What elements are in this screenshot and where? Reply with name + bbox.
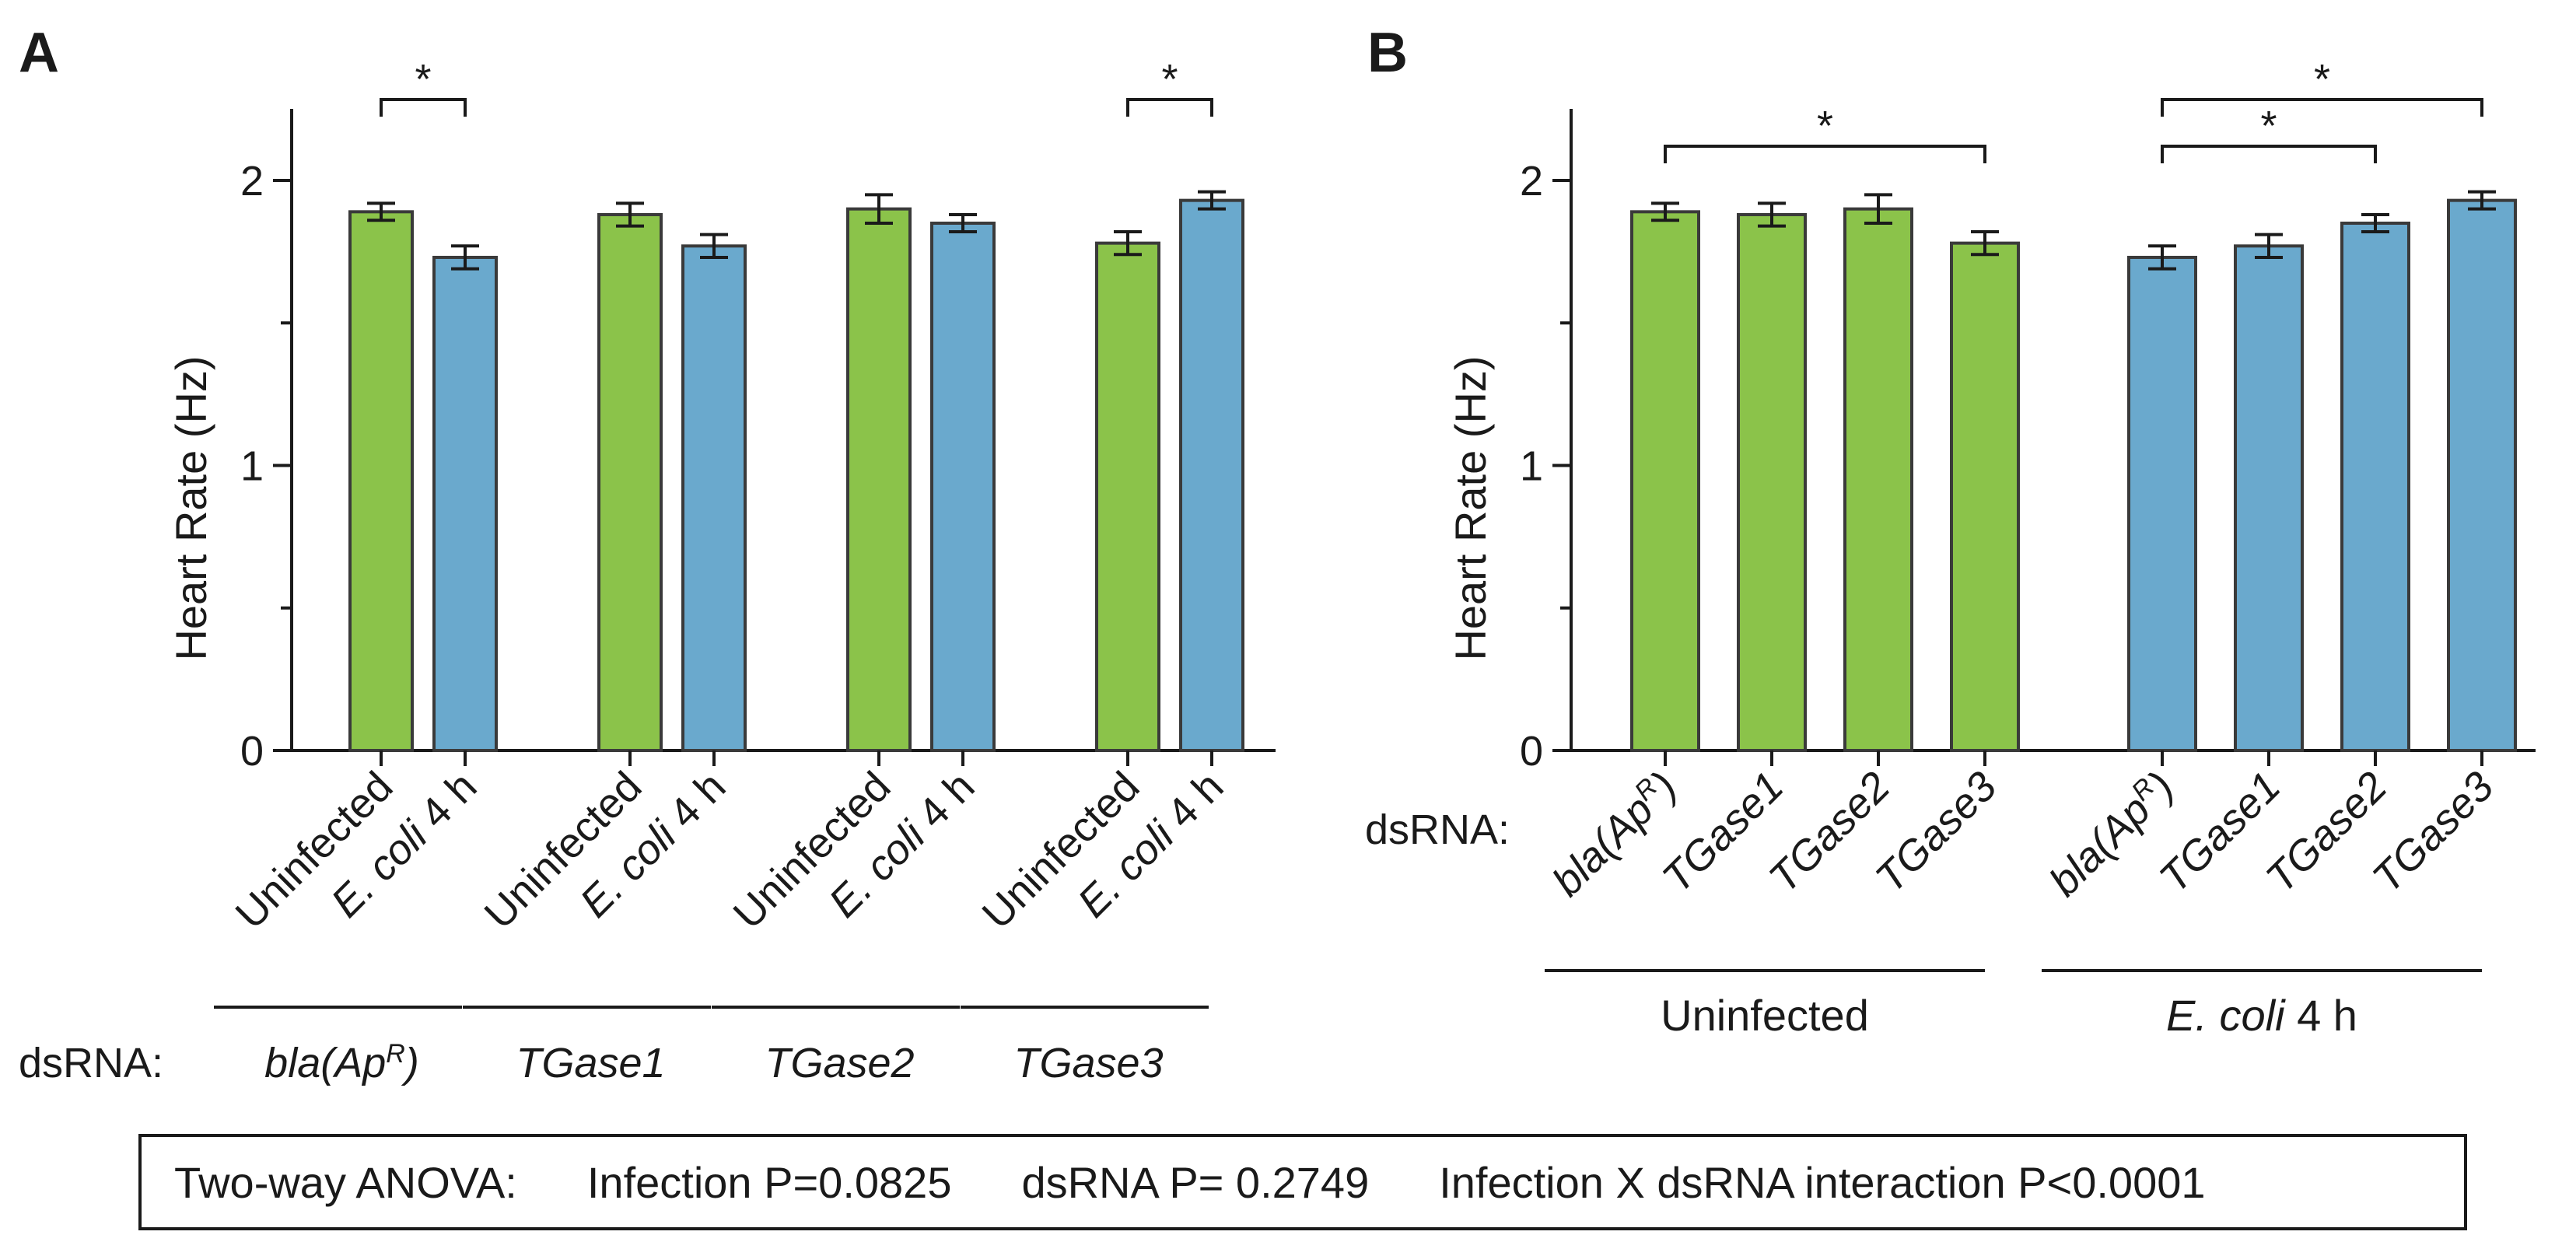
dsrna-group-label-text: TGase3: [1013, 1040, 1163, 1086]
dsrna-group-label-text: TGase1: [516, 1040, 665, 1086]
dsrna-group-label-text: bla(Ap: [264, 1040, 386, 1086]
dsrna-group-label: bla(ApR): [264, 1039, 419, 1086]
significance-star: *: [415, 56, 431, 103]
bar: [1843, 207, 1913, 752]
significance-bracket: [2161, 98, 2483, 117]
condition-group-label-text: Uninfected: [1661, 991, 1869, 1040]
y-tick-label: 2: [1520, 158, 1543, 205]
x-tick-label-text: TGase3: [1867, 763, 2005, 901]
panel-letter: B: [1367, 22, 1408, 84]
anova-interaction: Infection X dsRNA interaction P<0.0001: [1439, 1157, 2206, 1207]
bar: [846, 207, 912, 752]
significance-star: *: [2260, 103, 2277, 149]
dsrna-group-label-close: ): [401, 1040, 419, 1086]
dsrna-row-label: dsRNA:: [19, 1040, 163, 1086]
dsrna-group-label-text: TGase2: [765, 1040, 914, 1086]
significance-bracket: [1126, 98, 1213, 117]
bar: [930, 221, 996, 753]
bar: [2340, 221, 2410, 753]
y-axis-label: Heart Rate (Hz): [1446, 355, 1495, 660]
dsrna-group-label: TGase2: [765, 1040, 914, 1086]
dsrna-group-label: TGase1: [516, 1040, 665, 1086]
bar: [348, 210, 414, 752]
y-tick-label: 0: [1520, 728, 1543, 775]
y-tick-label: 0: [240, 728, 264, 775]
anova-box: Two-way ANOVA: Infection P=0.0825 dsRNA …: [138, 1134, 2467, 1230]
condition-group-label: Uninfected: [1661, 991, 1869, 1040]
condition-group-label-text: 4 h: [2285, 991, 2357, 1040]
x-tick-label: TGase3: [1867, 763, 2005, 901]
bar: [1095, 241, 1160, 752]
condition-group-label: E. coli 4 h: [2166, 991, 2357, 1040]
y-axis-label: Heart Rate (Hz): [166, 355, 215, 660]
bar: [1630, 210, 1700, 752]
significance-star: *: [1817, 103, 1833, 149]
panel-letter: A: [19, 22, 59, 84]
dsrna-group-label-sup: R: [386, 1039, 405, 1069]
x-tick-label-text: bla(Ap: [2041, 786, 2160, 905]
bar: [432, 255, 498, 752]
dsrna-row-label: dsRNA:: [1365, 806, 1510, 853]
bar: [1950, 241, 2020, 752]
anova-title: Two-way ANOVA:: [174, 1157, 517, 1207]
bar: [1179, 198, 1244, 752]
significance-bracket: [1664, 145, 1986, 163]
x-tick-label: bla(ApR): [1543, 762, 1686, 905]
bar: [2127, 255, 2197, 752]
anova-infection: Infection P=0.0825: [586, 1157, 952, 1207]
y-tick-label: 1: [240, 443, 264, 490]
bar: [1737, 212, 1807, 753]
x-tick-label: TGase3: [2364, 763, 2502, 901]
bar: [2234, 244, 2304, 753]
y-tick-label: 2: [240, 158, 264, 205]
significance-star: *: [2314, 56, 2330, 103]
x-tick-label-text: bla(Ap: [1544, 786, 1663, 905]
significance-bracket: [380, 98, 467, 117]
x-tick-label-text: TGase3: [2364, 763, 2502, 901]
dsrna-group-label: TGase3: [1013, 1040, 1163, 1086]
bar: [597, 212, 663, 753]
y-tick-label: 1: [1520, 443, 1543, 490]
bar: [2447, 198, 2517, 752]
condition-group-label-italic: E. coli: [2166, 991, 2286, 1040]
significance-star: *: [1161, 56, 1178, 103]
bar: [681, 244, 747, 753]
significance-bracket: [2161, 145, 2377, 163]
x-tick-label: bla(ApR): [2040, 762, 2183, 905]
anova-dsrna: dsRNA P= 0.2749: [1021, 1157, 1370, 1207]
